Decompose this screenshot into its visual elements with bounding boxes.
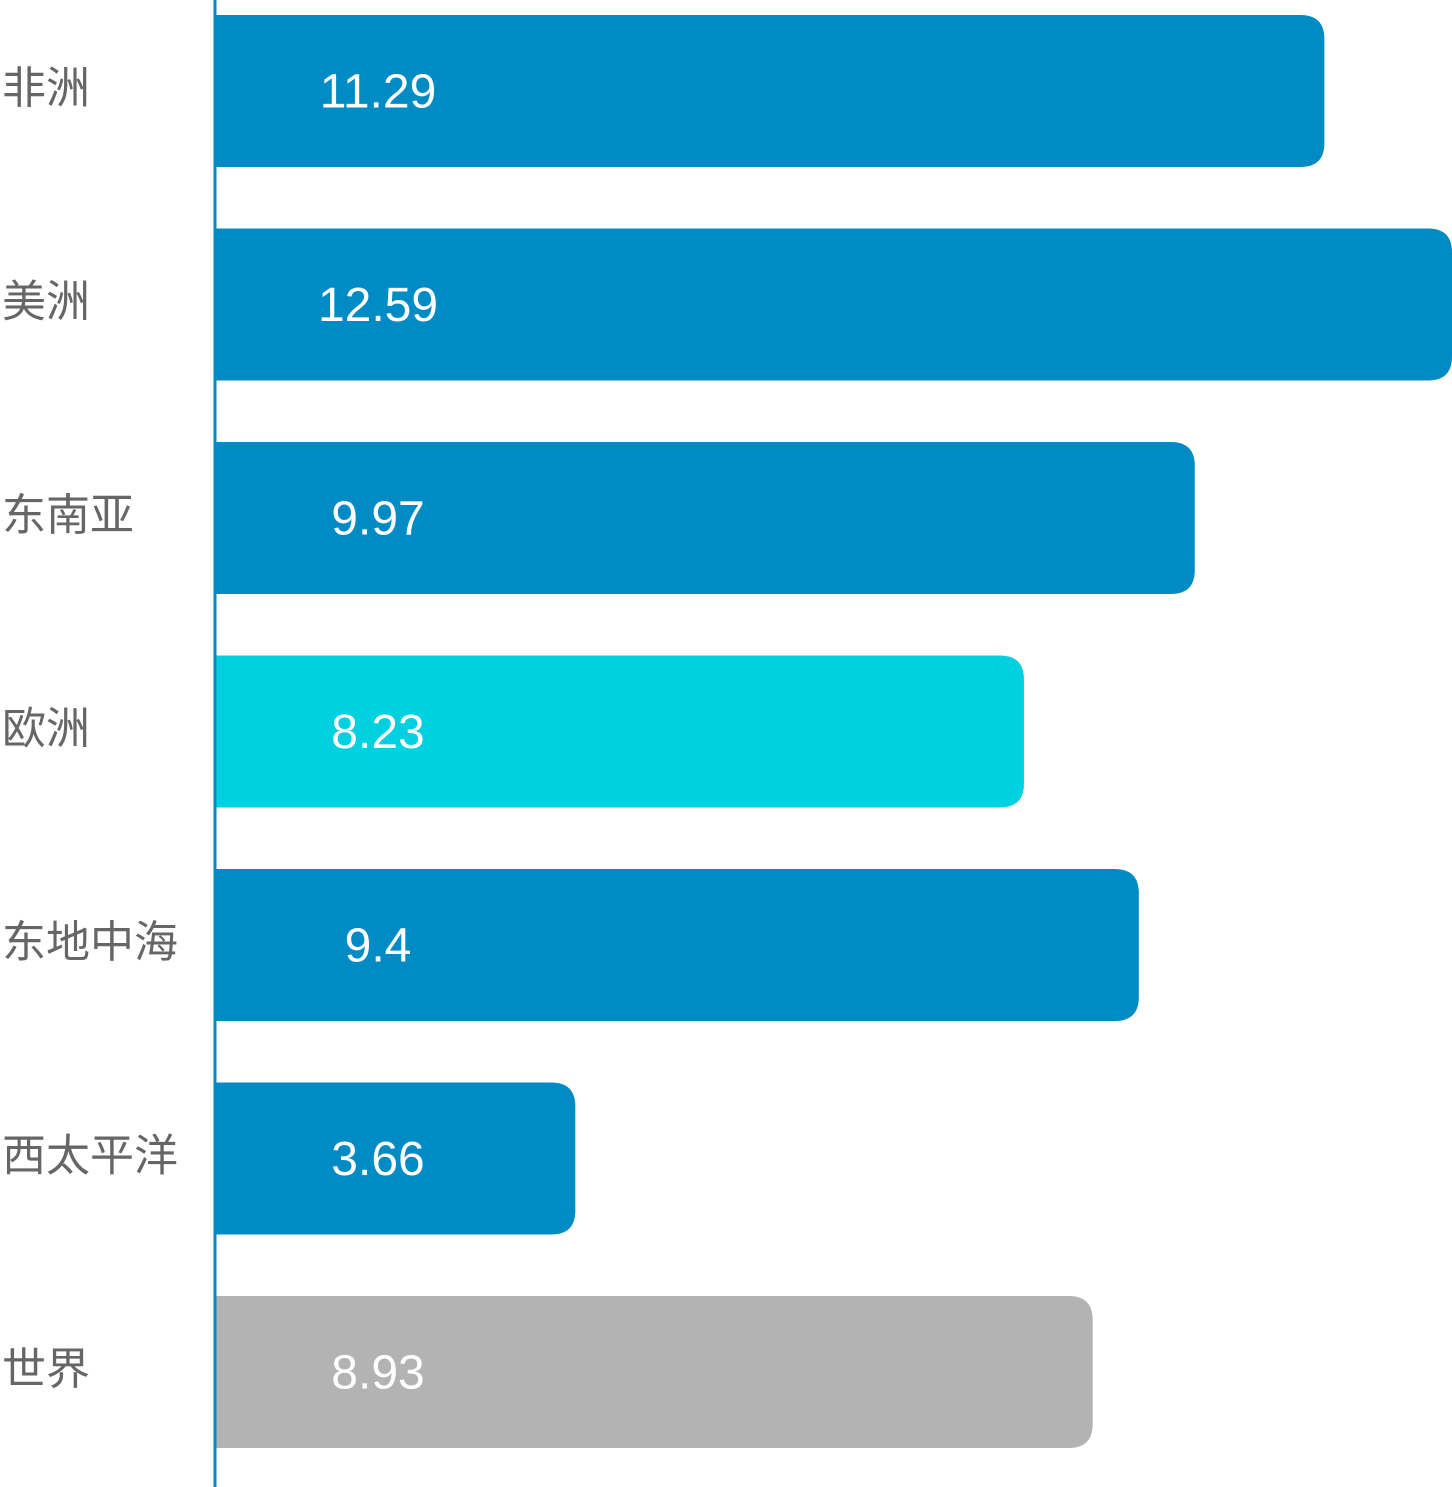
value-label: 8.23: [331, 706, 424, 759]
category-label: 西太平洋: [2, 1131, 178, 1182]
bar: [216, 869, 1139, 1021]
value-label: 12.59: [318, 279, 438, 332]
bar: [216, 15, 1325, 167]
category-label: 东南亚: [2, 490, 134, 541]
category-label: 世界: [2, 1344, 90, 1395]
value-label: 8.93: [331, 1347, 424, 1400]
category-label: 东地中海: [2, 917, 178, 968]
value-label: 9.4: [345, 920, 412, 973]
bar: [216, 1082, 576, 1235]
category-label: 欧洲: [2, 704, 90, 755]
category-label: 美洲: [2, 277, 90, 328]
bar: [216, 1296, 1093, 1448]
bar: [216, 655, 1024, 808]
category-label: 非洲: [2, 63, 90, 114]
bar: [216, 228, 1452, 381]
value-label: 11.29: [320, 66, 437, 119]
value-label: 9.97: [331, 493, 424, 546]
value-label: 3.66: [331, 1133, 424, 1186]
bar: [216, 442, 1195, 594]
